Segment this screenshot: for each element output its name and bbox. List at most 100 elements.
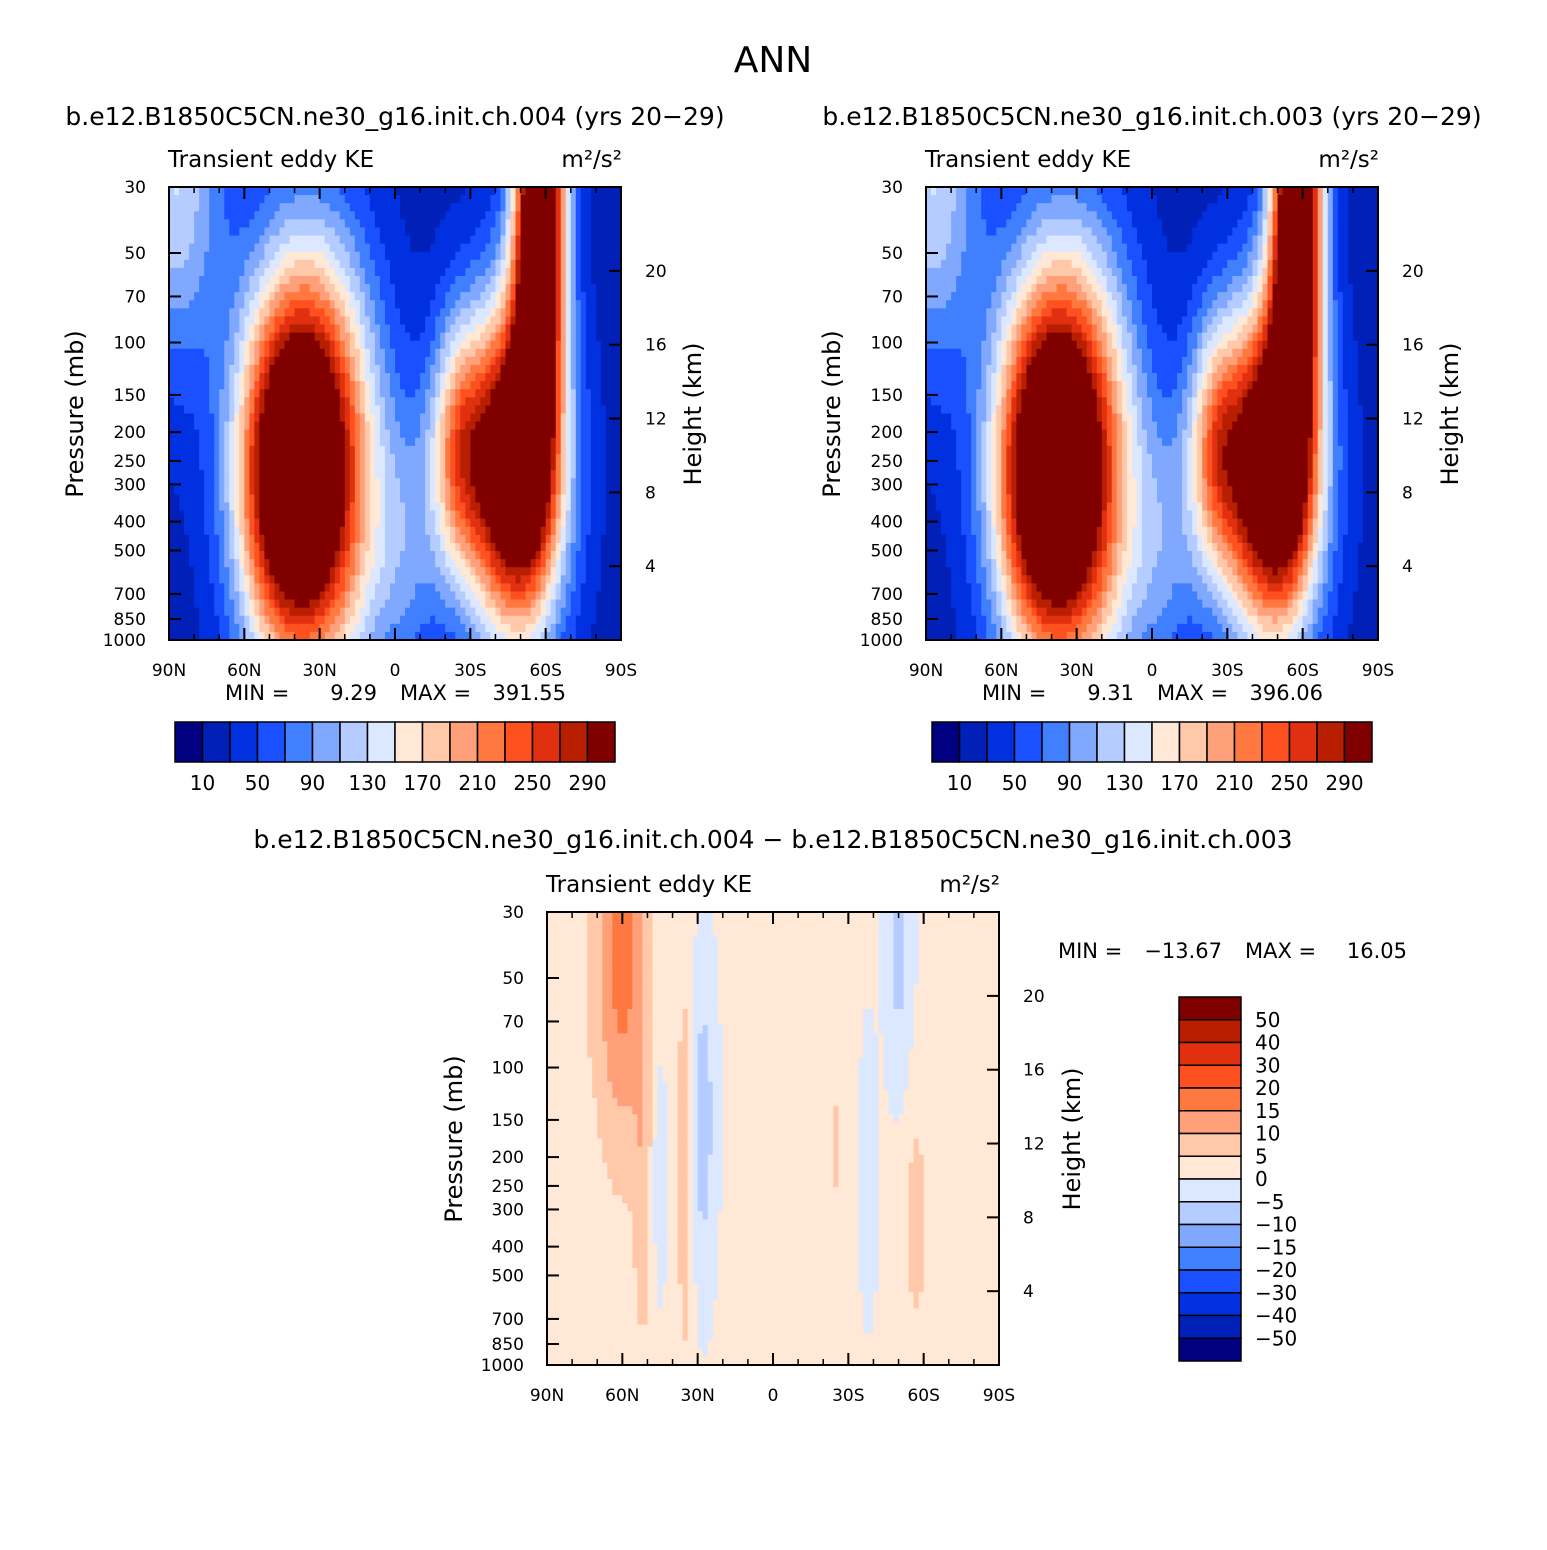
field-cell [384,478,391,487]
field-cell [194,518,200,528]
field-cell [234,623,240,633]
field-cell [585,195,592,204]
field-cell [565,575,572,584]
field-cell [364,259,371,269]
field-cell [284,381,291,390]
field-cell [470,591,476,601]
field-cell [615,502,622,512]
field-cell [460,591,466,601]
field-cell [294,526,301,536]
field-cell [600,332,607,342]
field-cell [595,300,602,309]
field-cell [595,381,602,390]
field-cell [324,267,331,277]
field-cell [535,470,542,479]
field-cell [224,300,230,309]
field-cell [229,542,235,552]
field-cell [580,518,587,528]
field-cell [540,243,547,253]
field-cell [400,445,406,455]
field-cell [249,599,255,609]
field-cell [535,421,542,431]
field-cell [470,195,476,204]
field-cell [450,478,456,487]
field-cell [555,583,562,593]
field-cell [515,429,522,439]
field-cell [284,453,291,463]
field-cell [455,510,461,520]
field-cell [580,510,587,520]
field-cell [495,502,502,512]
field-cell [425,478,431,487]
field-cell [615,575,622,584]
field-cell [395,405,401,415]
field-cell [575,478,582,487]
field-cell [309,575,316,584]
field-cell [244,510,250,520]
field-cell [299,631,306,641]
field-cell [395,187,401,196]
field-cell [510,259,517,269]
field-cell [395,615,401,625]
field-cell [475,583,481,593]
field-cell [455,284,461,293]
field-cell [505,364,512,374]
field-cell [204,308,210,318]
field-cell [480,292,486,301]
field-cell [530,340,537,350]
field-cell [575,453,582,463]
field-cell [294,470,301,479]
field-cell [329,462,336,471]
field-cell [354,211,361,220]
field-cell [470,203,476,212]
field-cell [194,203,200,212]
field-cell [435,381,441,390]
field-cell [304,340,311,350]
field-cell [234,389,240,398]
field-cell [384,413,391,423]
field-cell [334,575,341,584]
field-cell [224,381,230,390]
field-cell [460,623,466,633]
field-cell [450,211,456,220]
field-cell [364,470,371,479]
field-cell [244,389,250,398]
field-cell [440,413,446,423]
field-cell [199,437,205,447]
field-cell [174,583,180,593]
field-cell [194,631,200,641]
field-cell [605,486,612,495]
field-cell [344,243,351,253]
field-cell [229,567,235,576]
field-cell [384,251,391,261]
field-cell [214,219,220,229]
field-cell [234,373,240,382]
field-cell [615,510,622,520]
field-cell [264,453,271,463]
field-cell [239,308,245,318]
field-cell [445,575,451,584]
field-cell [274,405,281,415]
field-cell [565,502,572,512]
field-cell [289,526,296,536]
field-cell [224,364,230,374]
field-cell [369,502,376,512]
field-cell [354,486,361,495]
field-cell [319,478,326,487]
field-cell [329,623,336,633]
field-cell [405,486,411,495]
field-cell [209,599,215,609]
field-cell [349,267,356,277]
field-cell [169,219,175,229]
field-cell [324,348,331,358]
field-cell [425,534,431,544]
field-cell [249,575,255,584]
field-cell [184,453,190,463]
field-cell [359,259,366,269]
field-cell [560,534,567,544]
field-cell [329,405,336,415]
field-cell [595,251,602,261]
field-cell [555,316,562,326]
field-cell [560,575,567,584]
field-cell [525,187,532,196]
